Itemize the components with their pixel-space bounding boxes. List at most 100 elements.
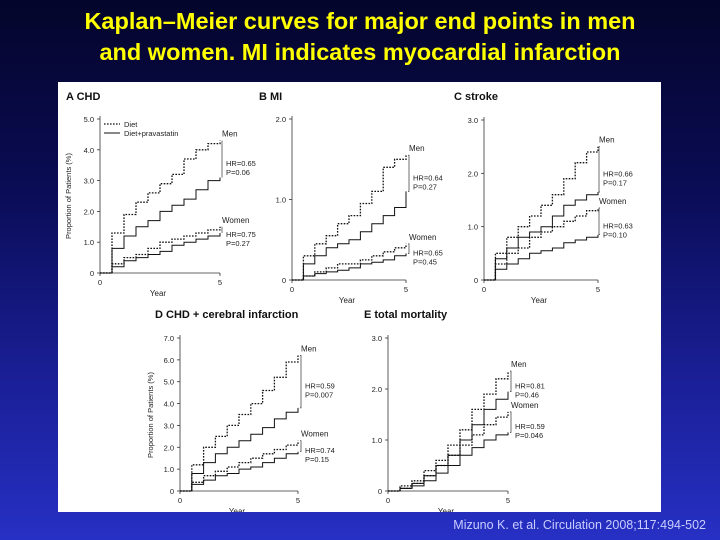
x-tick-label: 5 bbox=[506, 496, 510, 505]
y-tick-label: 0 bbox=[282, 276, 286, 285]
km-panel-D: D CHD + cerebral infarction 0 1.0 2.0 3.0 4.0… bbox=[146, 309, 335, 512]
y-axis-label: Proportion of Patients (%) bbox=[64, 153, 73, 239]
y-axis-label: Proportion of Patients (%) bbox=[146, 372, 155, 458]
km-curve-men-diet-pravastatin bbox=[388, 391, 509, 492]
x-tick-label: 5 bbox=[218, 278, 222, 287]
slide-title-line-2: and women. MI indicates myocardial infar… bbox=[99, 39, 621, 65]
hazard-ratio: HR=0.65 bbox=[413, 249, 443, 258]
hazard-ratio: HR=0.63 bbox=[603, 221, 633, 230]
x-tick-label: 0 bbox=[178, 496, 182, 505]
group-bracket bbox=[408, 154, 410, 192]
p-value: P=0.46 bbox=[515, 390, 539, 399]
x-tick-label: 5 bbox=[404, 285, 408, 294]
y-tick-label: 0 bbox=[378, 487, 382, 496]
km-curve-women-diet bbox=[484, 208, 599, 281]
group-bracket bbox=[510, 411, 512, 433]
y-tick-label: 6.0 bbox=[164, 356, 174, 365]
kaplan-meier-figure: A CHD 0 1.0 2.0 3.0 4.0 5.0 0 5 Year Proportion of… bbox=[64, 91, 633, 512]
p-value: P=0.10 bbox=[603, 230, 627, 239]
y-tick-label: 0 bbox=[170, 487, 174, 496]
y-tick-label: 3.0 bbox=[84, 177, 94, 186]
x-tick-label: 0 bbox=[98, 278, 102, 287]
group-label: Women bbox=[222, 216, 249, 225]
group-label: Women bbox=[409, 233, 436, 242]
y-tick-label: 1.0 bbox=[276, 196, 286, 205]
p-value: P=0.06 bbox=[226, 168, 250, 177]
p-value: P=0.45 bbox=[413, 258, 437, 267]
y-tick-label: 2.0 bbox=[84, 207, 94, 216]
p-value: P=0.15 bbox=[305, 455, 329, 464]
hazard-ratio: HR=0.59 bbox=[515, 422, 545, 431]
km-panel-B: B MI 0 1.0 2.0 0 5 Year Men HR=0.64P=0.27 Women HR… bbox=[259, 91, 443, 305]
panel-title: D CHD + cerebral infarction bbox=[155, 309, 299, 321]
y-tick-label: 2.0 bbox=[468, 169, 478, 178]
hazard-ratio: HR=0.65 bbox=[226, 159, 256, 168]
group-label: Men bbox=[301, 344, 317, 353]
y-tick-label: 2.0 bbox=[372, 385, 382, 394]
y-tick-label: 3.0 bbox=[468, 116, 478, 125]
hazard-ratio: HR=0.64 bbox=[413, 173, 443, 182]
hazard-ratio: HR=0.81 bbox=[515, 381, 545, 390]
km-curve-men-diet bbox=[292, 155, 407, 281]
y-tick-label: 3.0 bbox=[164, 421, 174, 430]
p-value: P=0.27 bbox=[226, 239, 250, 248]
group-bracket bbox=[300, 355, 302, 409]
x-tick-label: 5 bbox=[596, 285, 600, 294]
km-curve-women-diet-pravastatin bbox=[388, 432, 509, 492]
km-curve-men-diet-pravastatin bbox=[180, 407, 299, 492]
group-label: Women bbox=[511, 401, 538, 410]
y-tick-label: 0 bbox=[474, 276, 478, 285]
group-bracket bbox=[598, 146, 600, 193]
panel-title: A CHD bbox=[66, 91, 100, 103]
hazard-ratio: HR=0.66 bbox=[603, 169, 633, 178]
x-axis-label: Year bbox=[438, 507, 455, 512]
x-axis-label: Year bbox=[150, 289, 167, 298]
group-label: Men bbox=[511, 360, 527, 369]
x-axis-label: Year bbox=[229, 507, 246, 512]
group-label: Men bbox=[222, 130, 238, 139]
y-tick-label: 4.0 bbox=[84, 146, 94, 155]
y-tick-label: 2.0 bbox=[164, 443, 174, 452]
group-bracket bbox=[510, 370, 512, 392]
legend-label: Diet+pravastatin bbox=[124, 129, 178, 138]
group-bracket bbox=[408, 243, 410, 254]
group-bracket bbox=[598, 207, 600, 236]
km-curve-men-diet bbox=[484, 146, 599, 281]
p-value: P=0.046 bbox=[515, 431, 543, 440]
p-value: P=0.17 bbox=[603, 178, 627, 187]
group-label: Women bbox=[301, 430, 328, 439]
hazard-ratio: HR=0.59 bbox=[305, 382, 335, 391]
km-curve-men-diet-pravastatin bbox=[292, 191, 407, 281]
panel-title: B MI bbox=[259, 91, 282, 103]
y-tick-label: 4.0 bbox=[164, 400, 174, 409]
km-curve-women-diet bbox=[292, 243, 407, 281]
legend-label: Diet bbox=[124, 120, 138, 129]
x-axis-label: Year bbox=[531, 296, 548, 305]
panel-title: E total mortality bbox=[364, 309, 448, 321]
slide-title-line-1: Kaplan–Meier curves for major end points… bbox=[84, 8, 636, 34]
x-tick-label: 0 bbox=[386, 496, 390, 505]
km-curve-women-diet-pravastatin bbox=[180, 451, 299, 492]
y-tick-label: 1.0 bbox=[164, 465, 174, 474]
x-tick-label: 0 bbox=[290, 285, 294, 294]
km-curve-women-diet bbox=[100, 226, 221, 274]
km-curve-women-diet-pravastatin bbox=[484, 234, 599, 281]
citation: Mizuno K. et al. Circulation 2008;117:49… bbox=[453, 518, 706, 532]
y-tick-label: 1.0 bbox=[372, 436, 382, 445]
y-tick-label: 1.0 bbox=[468, 223, 478, 232]
km-curve-men-diet bbox=[100, 140, 221, 274]
km-curve-men-diet-pravastatin bbox=[484, 192, 599, 281]
figure-panel: A CHD 0 1.0 2.0 3.0 4.0 5.0 0 5 Year Proportion of… bbox=[58, 82, 661, 512]
group-bracket bbox=[300, 440, 302, 453]
y-tick-label: 0 bbox=[90, 269, 94, 278]
y-tick-label: 5.0 bbox=[84, 115, 94, 124]
p-value: P=0.27 bbox=[413, 182, 437, 191]
y-tick-label: 5.0 bbox=[164, 378, 174, 387]
km-curve-men-diet bbox=[180, 355, 299, 492]
group-label: Men bbox=[599, 136, 615, 145]
group-label: Women bbox=[599, 197, 626, 206]
y-tick-label: 3.0 bbox=[372, 334, 382, 343]
km-panel-E: E total mortality 0 1.0 2.0 3.0 0 5 Year Men HR=0… bbox=[364, 309, 545, 512]
km-panel-C: C stroke 0 1.0 2.0 3.0 0 5 Year Men HR=0.66P=0.17… bbox=[454, 91, 633, 305]
km-panel-A: A CHD 0 1.0 2.0 3.0 4.0 5.0 0 5 Year Proportion of… bbox=[64, 91, 256, 298]
